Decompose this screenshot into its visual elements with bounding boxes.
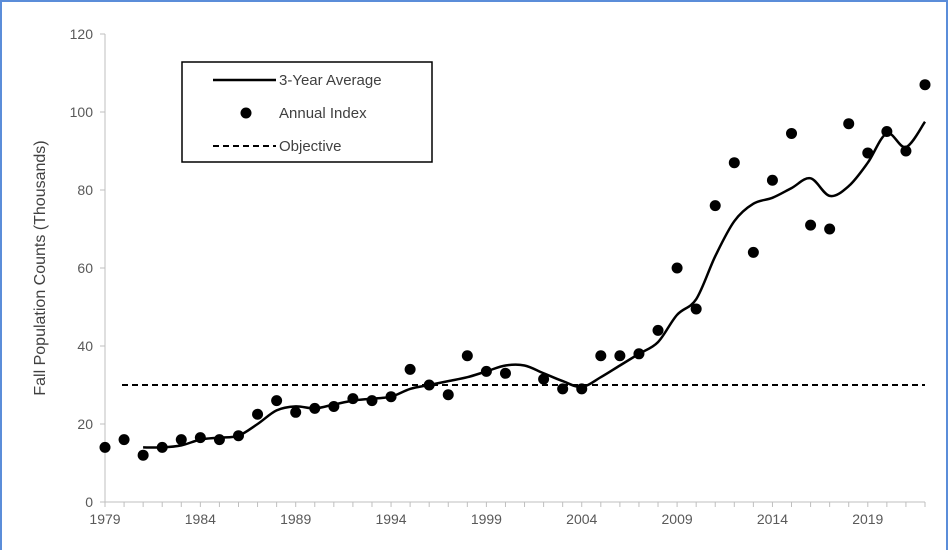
annual-index-point <box>690 303 702 315</box>
x-tick-label: 1989 <box>280 511 311 527</box>
annual-index-point <box>118 434 130 446</box>
y-axis-title: Fall Population Counts (Thousands) <box>32 140 49 395</box>
annual-index-point <box>747 246 759 258</box>
y-tick-label: 20 <box>77 416 93 432</box>
tick-labels: 0 20 40 60 80 100 120 1979 1984 1989 1994 1999 2004 2… <box>70 26 926 527</box>
annual-index-point <box>99 441 111 453</box>
annual-index-point <box>175 434 187 446</box>
annual-index-point <box>576 383 588 395</box>
y-tick-label: 0 <box>85 494 93 510</box>
x-tick-label: 2014 <box>757 511 788 527</box>
annual-index-point <box>290 406 302 418</box>
y-tick-label: 80 <box>77 182 93 198</box>
annual-index-point <box>862 147 874 159</box>
annual-index-point <box>194 432 206 444</box>
three-year-average-series <box>143 121 927 449</box>
annual-index-point <box>232 430 244 442</box>
legend-box <box>181 61 433 163</box>
x-tick-label: 2004 <box>566 511 597 527</box>
annual-index-point <box>900 145 912 157</box>
legend-label-objective: Objective <box>279 138 342 155</box>
three-year-average-line <box>143 121 927 449</box>
annual-index-point <box>137 449 149 461</box>
annual-index-point <box>271 395 283 407</box>
annual-index-point <box>652 324 664 336</box>
annual-index-point <box>614 350 626 362</box>
annual-index-point <box>385 391 397 403</box>
annual-index-point <box>919 79 931 91</box>
legend-marker-annual-index <box>240 107 252 119</box>
annual-index-point <box>671 262 683 274</box>
x-tick-label: 2019 <box>852 511 883 527</box>
annual-index-point <box>442 389 454 401</box>
annual-index-point <box>252 408 264 420</box>
annual-index-point <box>347 393 359 405</box>
annual-index-point <box>480 365 492 377</box>
annual-index-point <box>309 402 321 414</box>
annual-index-point <box>633 348 645 360</box>
y-tick-label: 60 <box>77 260 93 276</box>
legend-label-3yr-average: 3-Year Average <box>279 72 382 89</box>
x-tick-label: 2009 <box>662 511 693 527</box>
annual-index-point <box>843 118 855 130</box>
y-tick-label: 100 <box>70 104 94 120</box>
annual-index-point <box>766 174 778 186</box>
annual-index-point <box>538 373 550 385</box>
annual-index-point <box>404 363 416 375</box>
legend: 3-Year Average Annual Index Objective <box>181 61 433 163</box>
legend-label-annual-index: Annual Index <box>279 105 367 122</box>
y-tick-label: 40 <box>77 338 93 354</box>
x-tick-label: 1979 <box>89 511 120 527</box>
annual-index-point <box>824 223 836 235</box>
annual-index-point <box>423 379 435 391</box>
y-tick-label: 120 <box>70 26 94 42</box>
annual-index-point <box>156 441 168 453</box>
annual-index-point <box>461 350 473 362</box>
x-tick-label: 1984 <box>185 511 216 527</box>
x-tick-label: 1999 <box>471 511 502 527</box>
annual-index-point <box>786 127 798 139</box>
annual-index-point <box>595 350 607 362</box>
annual-index-series <box>99 79 931 461</box>
annual-index-point <box>328 400 340 412</box>
annual-index-point <box>728 157 740 169</box>
annual-index-point <box>881 126 893 137</box>
annual-index-point <box>709 200 721 212</box>
annual-index-point <box>366 395 378 407</box>
annual-index-point <box>213 434 225 446</box>
annual-index-point <box>557 383 569 395</box>
annual-index-point <box>805 219 817 231</box>
annual-index-point <box>499 367 511 379</box>
x-tick-label: 1994 <box>375 511 406 527</box>
